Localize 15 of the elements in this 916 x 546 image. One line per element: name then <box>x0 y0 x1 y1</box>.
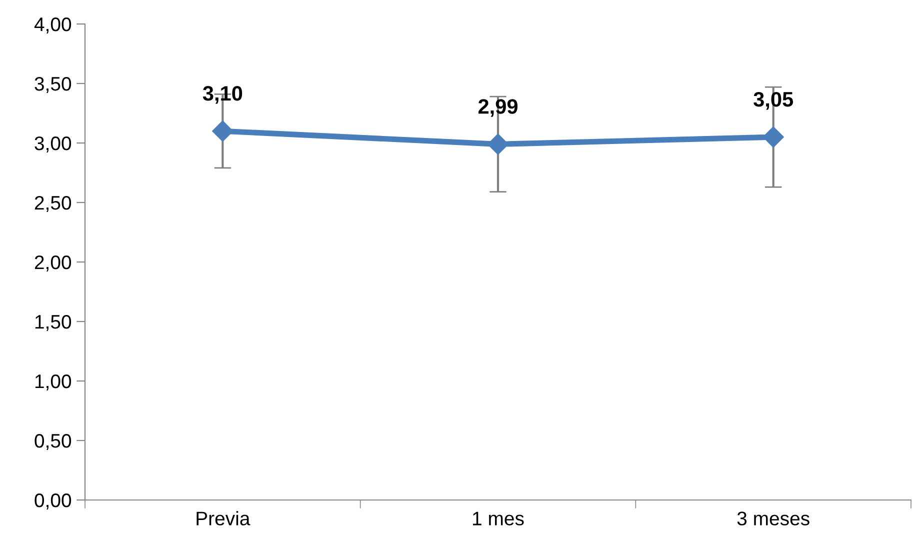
x-tick-label: 1 mes <box>473 512 524 526</box>
y-tick-label: 3,00 <box>34 136 72 153</box>
data-label: 2,99 <box>478 99 518 117</box>
y-tick-label: 1,00 <box>35 374 72 391</box>
x-tick-label: Previa <box>196 511 250 526</box>
y-tick-label: 1,50 <box>35 314 72 332</box>
y-tick-label: 0,00 <box>34 493 72 510</box>
x-tick-label: 3 meses <box>737 512 810 526</box>
data-label: 3,05 <box>754 92 794 110</box>
y-tick-label: 2,50 <box>34 196 72 212</box>
y-tick-label: 0,50 <box>34 434 72 450</box>
data-label: 3,10 <box>202 86 242 104</box>
y-tick-label: 2,00 <box>34 255 72 272</box>
y-tick-label: 3,50 <box>34 76 72 94</box>
y-tick-label: 4,00 <box>34 17 72 34</box>
